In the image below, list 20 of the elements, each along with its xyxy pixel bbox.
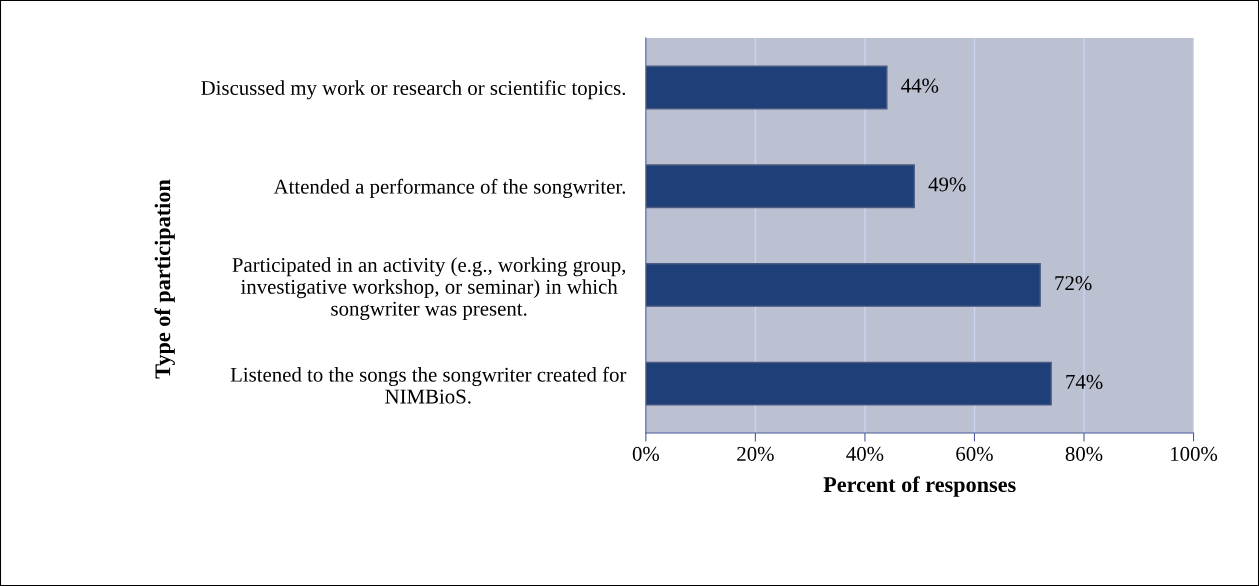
x-tick-label: 80% bbox=[1065, 446, 1103, 461]
bar bbox=[645, 65, 888, 110]
x-tick-label: 0% bbox=[632, 446, 660, 461]
bar bbox=[645, 263, 1041, 307]
y-tick-label: Discussed my work or research or scientific topics. bbox=[201, 80, 626, 100]
x-tick-label: 100% bbox=[1171, 446, 1218, 461]
bar bbox=[645, 361, 1052, 406]
y-tick-label: Participated in an activity (e.g., working group, investigative workshop, or seminar) in which songwriter was present. bbox=[232, 257, 626, 320]
y-tick-label: Listened to the songs the songwriter created for NIMBioS. bbox=[230, 366, 627, 404]
data-label: 44% bbox=[901, 78, 939, 93]
x-tick-label: 20% bbox=[737, 446, 774, 461]
y-axis-title: Type of participation bbox=[154, 179, 175, 379]
data-label: 49% bbox=[928, 177, 966, 192]
data-label: 74% bbox=[1066, 374, 1103, 389]
x-axis-title: Percent of responses bbox=[823, 476, 1016, 497]
x-tick-label: 40% bbox=[846, 446, 884, 461]
data-label: 72% bbox=[1055, 276, 1092, 291]
x-tick-label: 60% bbox=[956, 446, 993, 461]
bar bbox=[645, 164, 915, 209]
y-tick-label: Attended a performance of the songwriter. bbox=[273, 178, 626, 199]
